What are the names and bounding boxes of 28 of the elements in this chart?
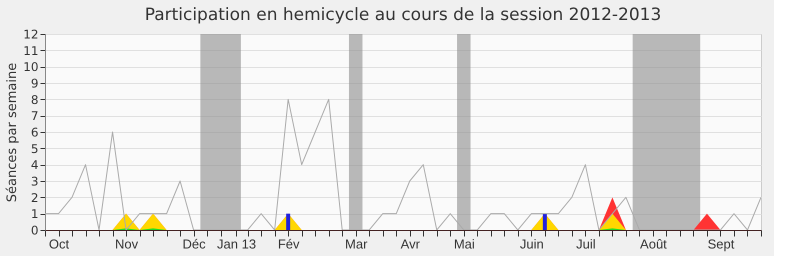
y-tick-label: 10: [23, 60, 38, 74]
x-tick-label: Nov: [114, 236, 139, 252]
y-tick-label: 6: [30, 126, 38, 140]
x-tick-label: Sept: [708, 236, 735, 252]
y-tick-label: 12: [23, 28, 38, 42]
x-tick-label: Fév: [278, 236, 300, 252]
y-tick-label: 8: [30, 92, 38, 107]
y-tick-label: 11: [23, 44, 38, 58]
y-tick-label: 9: [30, 76, 38, 90]
x-tick-label: Jan 13: [217, 236, 256, 252]
x-tick-label: Déc: [182, 236, 206, 252]
y-tick-label: 5: [30, 142, 38, 156]
chart-title: Participation en hemicycle au cours de la session 2012-2013: [144, 5, 662, 25]
y-tick-label: 1: [30, 207, 38, 222]
y-axis-title: Séances par semaine: [5, 62, 20, 202]
y-tick-label: 0: [30, 224, 38, 238]
x-tick-label: Juin: [520, 236, 544, 252]
y-tick-label: 2: [30, 190, 38, 205]
y-tick-label: 7: [30, 109, 38, 124]
x-tick-label: Oct: [48, 236, 70, 252]
x-tick-label: Août: [640, 236, 668, 252]
x-tick-label: Mai: [454, 236, 475, 252]
line-series: [45, 98, 761, 230]
x-tick-label: Avr: [400, 236, 421, 252]
y-tick-label: 4: [30, 158, 38, 172]
y-tick-label: 3: [30, 174, 38, 188]
x-tick-label: Juil: [576, 236, 596, 252]
x-tick-label: Mar: [345, 236, 368, 252]
